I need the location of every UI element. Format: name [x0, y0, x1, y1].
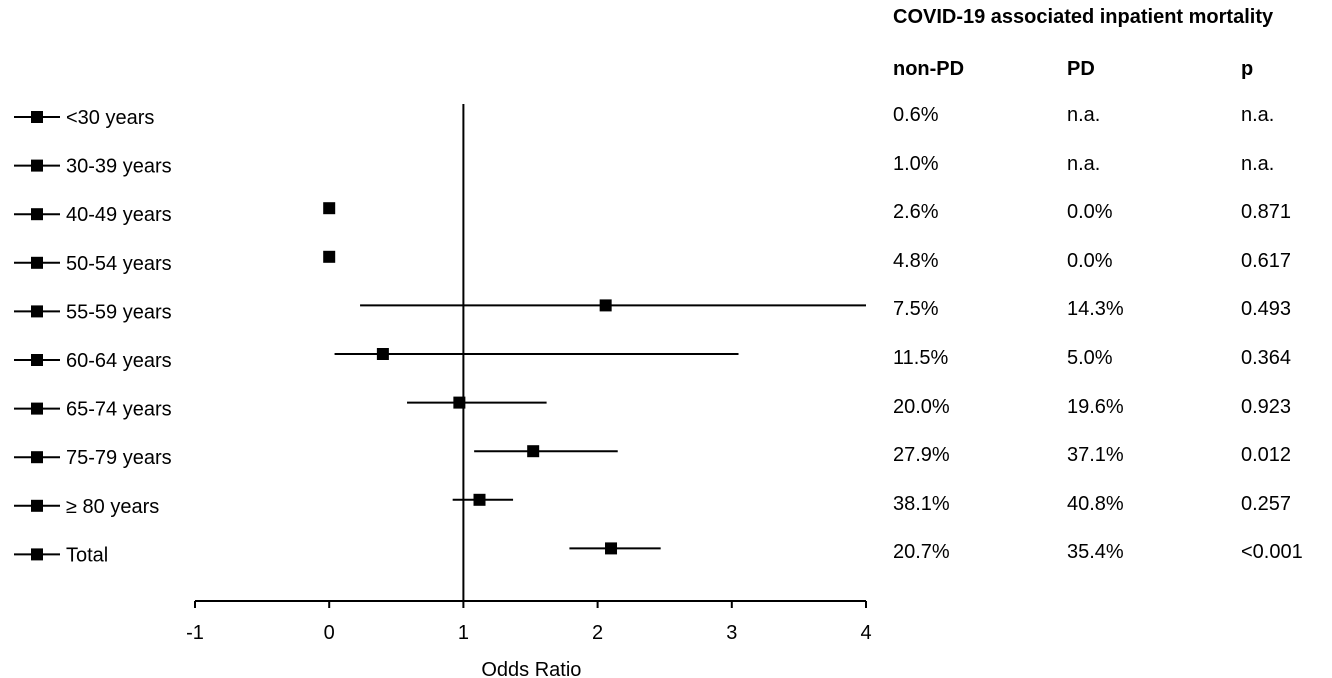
odds-ratio-point [527, 445, 540, 458]
forest-row: 60-64 years [14, 348, 739, 372]
forest-row: 30-39 years [14, 156, 172, 178]
odds-ratio-point [473, 493, 486, 506]
cell-p: 0.493 [1241, 298, 1292, 321]
cell-non-pd: 4.8% [893, 249, 939, 272]
forest-row: ≥ 80 years [14, 493, 514, 518]
cell-p: 0.012 [1241, 444, 1292, 467]
legend-marker-square [31, 402, 43, 415]
cell-pd: 0.0% [1067, 249, 1113, 272]
x-tick-label: 3 [726, 622, 737, 644]
row-label: <30 years [66, 107, 154, 129]
cell-p: n.a. [1241, 104, 1275, 126]
row-label: ≥ 80 years [66, 496, 159, 518]
cell-pd: n.a. [1067, 104, 1101, 126]
cell-pd: 19.6% [1067, 395, 1124, 418]
x-tick-label: -1 [186, 622, 204, 644]
forest-row: 65-74 years [14, 396, 547, 421]
cell-non-pd: 2.6% [893, 201, 939, 224]
row-label: Total [66, 544, 108, 566]
cell-non-pd: 38.1% [893, 492, 950, 515]
row-label: 30-39 years [66, 156, 172, 178]
forest-row: 55-59 years [14, 299, 866, 323]
odds-ratio-point [323, 202, 336, 215]
table-title: COVID-19 associated inpatient mortality [893, 6, 1274, 28]
cell-p: <0.001 [1241, 541, 1303, 564]
cell-non-pd: 20.0% [893, 395, 950, 418]
row-label: 75-79 years [66, 447, 172, 469]
legend-marker-square [31, 499, 43, 512]
cell-pd: 5.0% [1067, 347, 1113, 369]
odds-ratio-point [453, 396, 466, 409]
legend-marker-square [31, 159, 43, 172]
x-tick-label: 0 [324, 622, 335, 644]
cell-pd: 14.3% [1067, 298, 1124, 321]
row-label: 40-49 years [66, 204, 172, 226]
odds-ratio-point [323, 250, 336, 263]
cell-non-pd: 0.6% [893, 104, 939, 126]
x-axis-label: Odds Ratio [481, 659, 581, 678]
row-label: 55-59 years [66, 301, 172, 323]
forest-row: 40-49 years [14, 202, 336, 226]
cell-non-pd: 20.7% [893, 541, 950, 564]
odds-ratio-point [605, 542, 618, 555]
x-tick-label: 1 [458, 622, 469, 644]
legend-marker-square [31, 208, 43, 221]
column-header-p: p [1241, 58, 1254, 80]
forest-row: 75-79 years [14, 445, 618, 469]
legend-marker-square [31, 354, 43, 366]
forest-row: 50-54 years [14, 250, 336, 275]
forest-row: Total [14, 542, 661, 566]
cell-pd: n.a. [1067, 152, 1101, 175]
row-label: 65-74 years [66, 399, 172, 421]
cell-pd: 37.1% [1067, 444, 1124, 467]
legend-marker-square [31, 451, 43, 464]
column-header-non-pd: non-PD [893, 58, 965, 80]
cell-p: n.a. [1241, 152, 1275, 175]
legend-marker-square [31, 548, 43, 561]
cell-non-pd: 7.5% [893, 298, 939, 321]
x-tick-label: 4 [860, 622, 871, 644]
x-tick-label: 2 [592, 622, 603, 644]
forest-row: <30 years [14, 107, 154, 129]
cell-non-pd: 11.5% [893, 347, 949, 369]
cell-p: 0.871 [1241, 201, 1292, 224]
cell-p: 0.923 [1241, 395, 1292, 418]
cell-pd: 0.0% [1067, 201, 1113, 224]
legend-marker-square [31, 111, 43, 123]
odds-ratio-point [376, 348, 389, 360]
row-label: 50-54 years [66, 253, 172, 275]
cell-non-pd: 1.0% [893, 152, 939, 175]
row-label: 60-64 years [66, 350, 172, 372]
column-header-pd: PD [1067, 58, 1095, 80]
legend-marker-square [31, 305, 43, 318]
cell-p: 0.617 [1241, 249, 1292, 272]
legend-marker-square [31, 256, 43, 269]
cell-pd: 35.4% [1067, 541, 1124, 564]
cell-p: 0.257 [1241, 492, 1292, 515]
odds-ratio-point [599, 299, 612, 312]
cell-non-pd: 27.9% [893, 444, 950, 467]
cell-pd: 40.8% [1067, 492, 1124, 515]
cell-p: 0.364 [1241, 347, 1292, 369]
